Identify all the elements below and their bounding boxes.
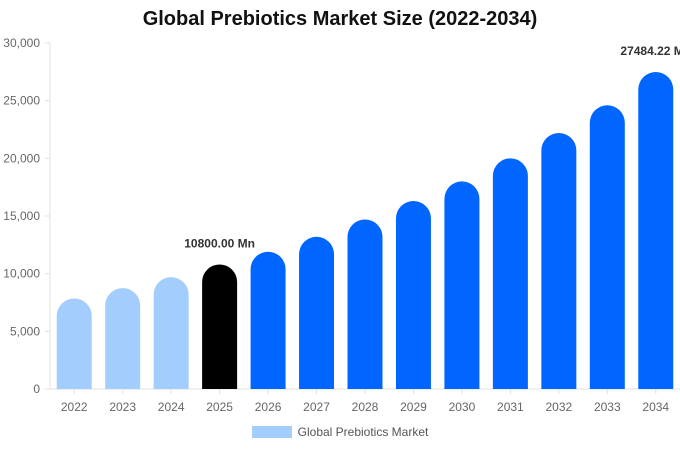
x-tick-label: 2023 [109,400,136,414]
x-tick-label: 2032 [545,400,572,414]
legend-swatch [251,426,292,438]
y-tick-label: 5,000 [10,324,40,338]
x-tick-label: 2031 [497,400,524,414]
bar-2024[interactable] [153,277,189,389]
bar-2034[interactable] [638,72,674,390]
bar-2030[interactable] [444,181,480,389]
x-tick-label: 2033 [594,400,621,414]
x-tick-label: 2028 [352,400,379,414]
x-tick-label: 2024 [158,400,185,414]
bars [56,72,674,390]
bar-2031[interactable] [492,158,528,389]
data-labels: 10800.00 Mn 27484.22 Mn [184,44,680,250]
chart-title: Global Prebiotics Market Size (2022-2034… [142,8,538,30]
x-tick-label: 2022 [61,400,88,414]
x-tick-label: 2026 [255,400,282,414]
x-tick-label: 2029 [400,400,427,414]
y-tick-label: 15,000 [3,209,40,223]
y-tick-label: 20,000 [3,151,40,165]
data-label-2034: 27484.22 Mn [620,44,680,58]
bar-2029[interactable] [395,201,431,389]
x-tick-label: 2025 [206,400,233,414]
bar-2027[interactable] [299,236,335,389]
x-axis: 2022 2023 2024 2025 2026 2027 2028 2029 2030 2031… [50,388,680,414]
x-tick-label: 2030 [449,400,476,414]
bar-2026[interactable] [250,251,286,389]
legend-label: Global Prebiotics Market [297,425,429,439]
bar-2022[interactable] [56,298,92,389]
bar-2032[interactable] [541,132,577,389]
x-tick-label: 2027 [303,400,330,414]
bar-2025[interactable] [202,264,238,389]
y-axis: 0 5,000 10,000 15,000 20,000 25,000 30,000 [3,36,51,396]
bar-2023[interactable] [105,288,141,389]
data-label-2025: 10800.00 Mn [184,236,255,250]
bar-2028[interactable] [347,219,383,389]
y-tick-label: 30,000 [3,36,40,50]
bar-2033[interactable] [589,105,625,389]
y-tick-label: 0 [33,382,40,396]
legend[interactable]: Global Prebiotics Market [0,425,680,439]
y-tick-label: 25,000 [3,94,40,108]
x-tick-label: 2034 [642,400,669,414]
y-tick-label: 10,000 [3,267,40,281]
